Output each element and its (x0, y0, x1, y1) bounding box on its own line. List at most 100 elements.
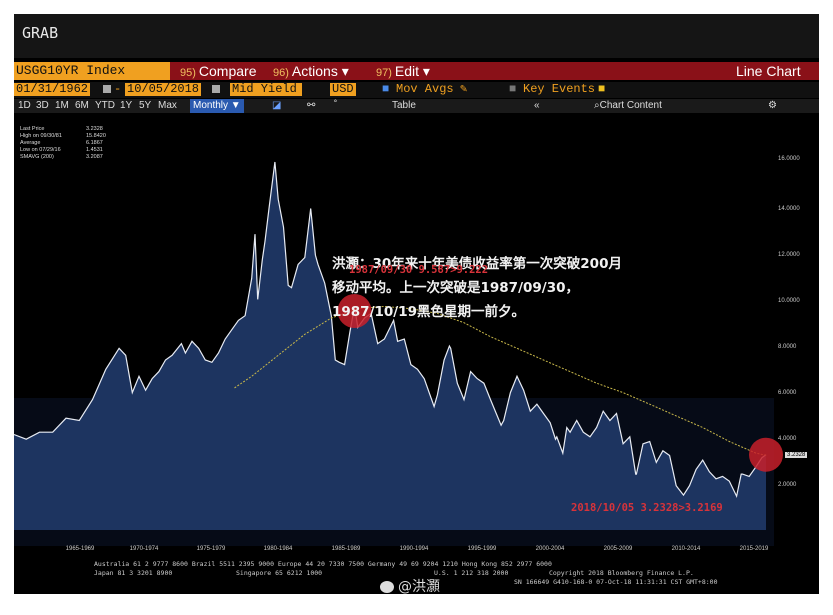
settings-small-icon[interactable]: ˚ (334, 100, 338, 111)
x-tick-label: 1975-1979 (196, 546, 226, 552)
marker2-label: 2018/10/05 3.2328>3.2169 (571, 502, 723, 514)
currency-select[interactable]: USD (330, 82, 356, 96)
checkbox-icon[interactable]: ■ (509, 82, 517, 96)
yield-line (14, 161, 767, 499)
x-tick-label: 1985-1989 (331, 546, 361, 552)
y-tick-label: 6.0000 (778, 390, 797, 396)
frequency-select[interactable]: Monthly ▼ (190, 99, 244, 113)
range-1y[interactable]: 1Y (120, 100, 133, 111)
end-date-input[interactable]: 10/05/2018 (125, 82, 202, 96)
frequency-label: Monthly (193, 100, 229, 111)
y-tick-label: 12.0000 (778, 252, 800, 258)
x-tick-label: 2015-2019 (739, 546, 769, 552)
checkbox-icon[interactable]: ■ (382, 82, 390, 96)
annotation-line: 移动平均。上一次突破是1987/09/30， (332, 280, 580, 296)
y-tick-label: 14.0000 (778, 206, 800, 212)
watermark-text: @洪灝 (398, 579, 440, 594)
legend-name: Last Price (20, 126, 45, 132)
footer-line: Singapore 65 6212 1000 (236, 569, 323, 577)
collapse-icon[interactable]: « (534, 100, 540, 111)
footer-line: SN 166649 G410-168-0 07-Oct-18 11:31:31 … (514, 578, 718, 586)
last-value-box: 3.2328 (785, 452, 808, 458)
legend-value: 1.4531 (86, 147, 103, 153)
window-title: GRAB (22, 24, 59, 42)
x-tick-label: 1980-1984 (263, 546, 293, 552)
legend-value: 3.2328 (86, 126, 103, 132)
x-tick-label: 2000-2004 (535, 546, 565, 552)
legend-row: Average 6.1867 (20, 140, 106, 147)
chevron-down-icon: ▾ (341, 63, 349, 79)
marker1-label: 1987/09/30 9.587>9.222 (349, 264, 489, 276)
legend-row: Low on 07/29/16 1.4531 (20, 147, 106, 154)
legend-name: Average (20, 140, 41, 146)
y-tick-label: 8.0000 (778, 344, 797, 350)
legend-row: SMAVG (200) 3.2087 (20, 154, 106, 161)
annotation-text: 洪灝：30年来十年美债收益率第一次突破200月 移动平均。上一次突破是1987/… (332, 252, 622, 324)
date-range-bar: 01/31/1962 - 10/05/2018 Mid Yield USD ■ … (14, 82, 819, 98)
range-1d[interactable]: 1D (18, 100, 31, 111)
x-tick-label: 1995-1999 (467, 546, 497, 552)
legend-value: 3.2087 (86, 154, 103, 160)
toolbar: 1D 3D 1M 6M YTD 1Y 5Y Max Monthly ▼ ◪ ⚯ … (14, 99, 819, 113)
footer-line: U.S. 1 212 318 2000 (434, 569, 509, 577)
ticker-field[interactable]: USGG10YR Index (14, 62, 170, 80)
chart-area: Last Price 3.2328 High on 09/30/81 15.8420… (14, 114, 819, 594)
y-tick-label: 2.0000 (778, 482, 797, 488)
edit-label: Edit (394, 63, 420, 79)
y-tick-label: 4.0000 (778, 436, 797, 442)
edit-number: 97) (376, 67, 392, 79)
yield-chart (14, 114, 783, 546)
range-max[interactable]: Max (158, 100, 177, 111)
range-ytd[interactable]: YTD (95, 100, 115, 111)
compare-label: Compare (198, 63, 257, 79)
legend-row: High on 09/30/81 15.8420 (20, 133, 106, 140)
annotation-line: 1987/10/19黑色星期一前夕。 (332, 304, 526, 320)
actions-button[interactable]: 96) Actions ▾ (273, 62, 349, 80)
x-tick-label: 1970-1974 (129, 546, 159, 552)
mov-avgs-toggle[interactable]: Mov Avgs (396, 82, 454, 96)
range-3d[interactable]: 3D (36, 100, 49, 111)
link-icon[interactable]: ⚯ (307, 100, 316, 111)
window-titlebar: GRAB (14, 14, 819, 58)
y-tick-label: 16.0000 (778, 156, 800, 162)
chart-content-icon: ⌕ (594, 100, 600, 111)
annotation-line: 洪灝：30年来十年美债收益率第一次突破200月 (332, 256, 622, 272)
crossover-marker-1987 (337, 294, 372, 328)
x-tick-label: 2005-2009 (603, 546, 633, 552)
footer-line: Japan 81 3 3201 8900 (94, 569, 173, 577)
actions-label: Actions (291, 63, 338, 79)
gear-icon[interactable]: ⚙ (768, 100, 777, 111)
legend-row: Last Price 3.2328 (20, 126, 106, 133)
weibo-icon (380, 581, 394, 593)
key-events-toggle[interactable]: Key Events (523, 82, 596, 96)
legend-value: 15.8420 (86, 133, 106, 139)
range-6m[interactable]: 6M (75, 100, 89, 111)
command-bar: USGG10YR Index 95) Compare 96) Actions ▾ 9… (14, 62, 819, 80)
crossover-marker-2018 (749, 437, 783, 472)
x-tick-label: 1990-1994 (399, 546, 429, 552)
range-5y[interactable]: 5Y (139, 100, 152, 111)
compare-button[interactable]: 95) Compare (180, 62, 257, 80)
yield-area-fill (14, 162, 766, 530)
actions-number: 96) (273, 67, 289, 79)
legend-name: Low on 07/29/16 (20, 147, 61, 153)
pencil-icon[interactable]: ✎ (460, 82, 468, 96)
bloomberg-window: GRAB USGG10YR Index 95) Compare 96) Action… (14, 14, 819, 594)
calendar-icon[interactable] (210, 83, 220, 96)
watermark: @洪灝 (380, 576, 440, 594)
x-tick-label: 1965-1969 (65, 546, 95, 552)
edit-button[interactable]: 97) Edit ▾ (376, 62, 430, 80)
sma-200-line (234, 305, 767, 456)
view-type-label[interactable]: Line Chart (736, 63, 801, 79)
calendar-icon[interactable] (101, 83, 111, 96)
range-1m[interactable]: 1M (55, 100, 69, 111)
x-tick-label: 2010-2014 (671, 546, 701, 552)
start-date-input[interactable]: 01/31/1962 (14, 82, 91, 96)
y-tick-label: 10.0000 (778, 298, 800, 304)
field-select[interactable]: Mid Yield (230, 83, 302, 96)
legend-value: 6.1867 (86, 140, 103, 146)
info-icon[interactable]: ■ (598, 82, 606, 96)
chart-content-button[interactable]: ⌕Chart Content (594, 99, 662, 113)
table-button[interactable]: Table (392, 100, 416, 111)
line-chart-icon[interactable]: ◪ (272, 100, 282, 111)
